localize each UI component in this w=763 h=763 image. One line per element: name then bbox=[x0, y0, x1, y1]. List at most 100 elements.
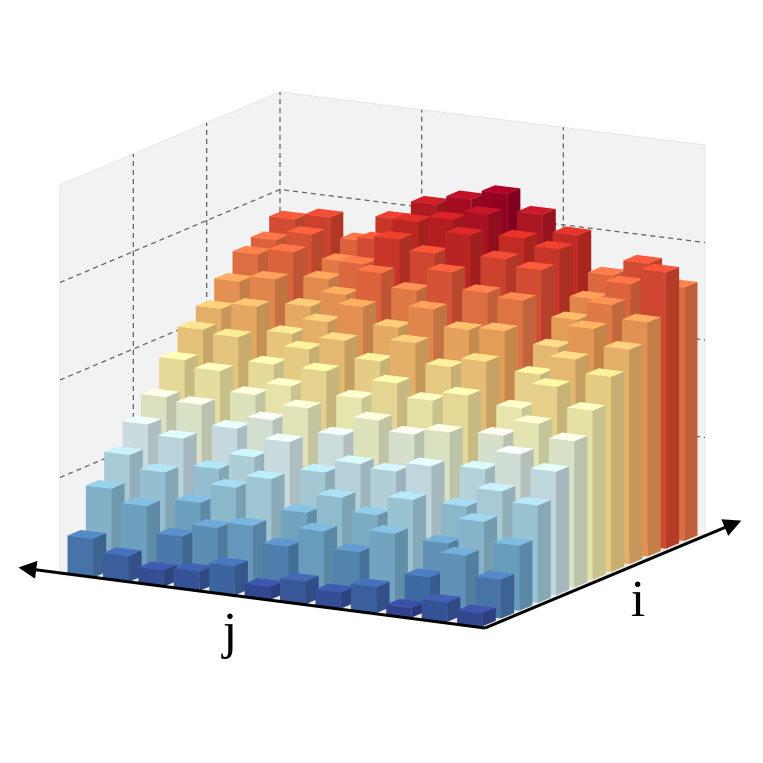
bar-top bbox=[410, 195, 450, 205]
bar-top bbox=[333, 543, 373, 553]
bar-top bbox=[496, 399, 535, 409]
bar-face bbox=[482, 607, 496, 627]
bar-top bbox=[369, 525, 408, 534]
bar-top bbox=[355, 264, 395, 274]
bar-top bbox=[446, 190, 485, 200]
bar-top bbox=[515, 261, 555, 271]
bar-top bbox=[211, 420, 251, 429]
bar-top bbox=[227, 517, 267, 526]
bar-face bbox=[350, 583, 377, 614]
bar-face bbox=[234, 560, 248, 596]
bar-top bbox=[159, 351, 198, 361]
bar-top bbox=[319, 332, 358, 341]
bar-top bbox=[460, 353, 500, 362]
bar-top bbox=[392, 213, 432, 223]
axis-line bbox=[18, 560, 486, 630]
bar-top bbox=[175, 494, 214, 503]
bar-face bbox=[447, 596, 461, 622]
bar-top bbox=[286, 226, 325, 235]
bar-face bbox=[647, 316, 661, 557]
bar-top bbox=[138, 561, 178, 571]
bar-top bbox=[463, 205, 503, 215]
bar-face bbox=[386, 604, 412, 618]
bar-top bbox=[244, 578, 284, 587]
bar-face bbox=[199, 565, 213, 591]
bar-top bbox=[422, 534, 462, 544]
bar-top bbox=[550, 350, 589, 360]
bar-top bbox=[230, 386, 269, 396]
bar-top bbox=[391, 282, 430, 291]
bar-top bbox=[338, 255, 378, 265]
bar-face bbox=[376, 581, 390, 614]
bar bbox=[67, 529, 107, 578]
bar-top bbox=[282, 399, 322, 409]
bar bbox=[457, 604, 496, 627]
bar-top bbox=[336, 389, 375, 399]
bar-top bbox=[497, 292, 537, 301]
bar-face bbox=[323, 525, 338, 597]
bar-face bbox=[102, 552, 129, 583]
bar-top bbox=[337, 298, 377, 308]
bar-top bbox=[85, 479, 125, 489]
bar-top bbox=[264, 433, 303, 443]
bar-top bbox=[567, 402, 606, 411]
bar-top bbox=[232, 245, 272, 255]
bar-face bbox=[500, 573, 515, 619]
bar-top bbox=[514, 365, 554, 375]
bar-top bbox=[370, 462, 410, 472]
bar bbox=[138, 561, 178, 587]
bar-top bbox=[140, 388, 180, 398]
bar-top bbox=[445, 226, 484, 236]
bar-top bbox=[212, 328, 252, 338]
bar-top bbox=[303, 270, 343, 280]
bar-top bbox=[603, 341, 643, 350]
bar-top bbox=[512, 496, 551, 506]
bar-top bbox=[622, 313, 661, 323]
bar-top bbox=[409, 245, 449, 254]
bar-top bbox=[531, 378, 571, 387]
bar-top bbox=[139, 463, 179, 473]
bars bbox=[67, 185, 698, 627]
bar-top bbox=[405, 457, 445, 467]
bar-top bbox=[498, 229, 538, 239]
bar-top bbox=[192, 519, 231, 528]
bar-top bbox=[300, 362, 340, 372]
bar-top bbox=[585, 368, 625, 378]
bar-top bbox=[476, 482, 516, 492]
bar-face bbox=[394, 528, 408, 606]
bar-face bbox=[684, 281, 698, 542]
bar-top bbox=[266, 325, 306, 335]
bar-top bbox=[248, 355, 288, 365]
bar-top bbox=[228, 448, 268, 458]
bar-top bbox=[548, 432, 588, 442]
bar-face bbox=[280, 578, 306, 605]
bar-top bbox=[298, 522, 338, 532]
bar-top bbox=[426, 263, 466, 273]
bar-face bbox=[209, 562, 235, 596]
bar-top bbox=[247, 411, 286, 421]
bar-top bbox=[176, 396, 215, 405]
bar-top bbox=[122, 415, 162, 425]
bar-top bbox=[267, 243, 307, 253]
bar-top bbox=[440, 546, 479, 556]
bar-top bbox=[534, 240, 573, 250]
bar-top bbox=[477, 426, 517, 436]
bar bbox=[102, 547, 142, 583]
bar-top bbox=[459, 460, 499, 470]
bar-top bbox=[283, 340, 323, 350]
bar-top bbox=[443, 321, 483, 331]
bar-top bbox=[194, 362, 234, 372]
bar-top bbox=[552, 226, 592, 236]
bar-top bbox=[121, 497, 160, 507]
bar-face bbox=[610, 371, 625, 573]
y-axis-label: i bbox=[631, 571, 645, 628]
bar-face bbox=[555, 466, 570, 596]
bar-top bbox=[424, 423, 463, 433]
bar-face bbox=[592, 405, 606, 580]
bar-face bbox=[519, 540, 533, 611]
bar-top bbox=[302, 313, 341, 323]
bar-face bbox=[128, 550, 142, 583]
bar-top bbox=[374, 230, 413, 240]
bar-top bbox=[551, 311, 590, 321]
